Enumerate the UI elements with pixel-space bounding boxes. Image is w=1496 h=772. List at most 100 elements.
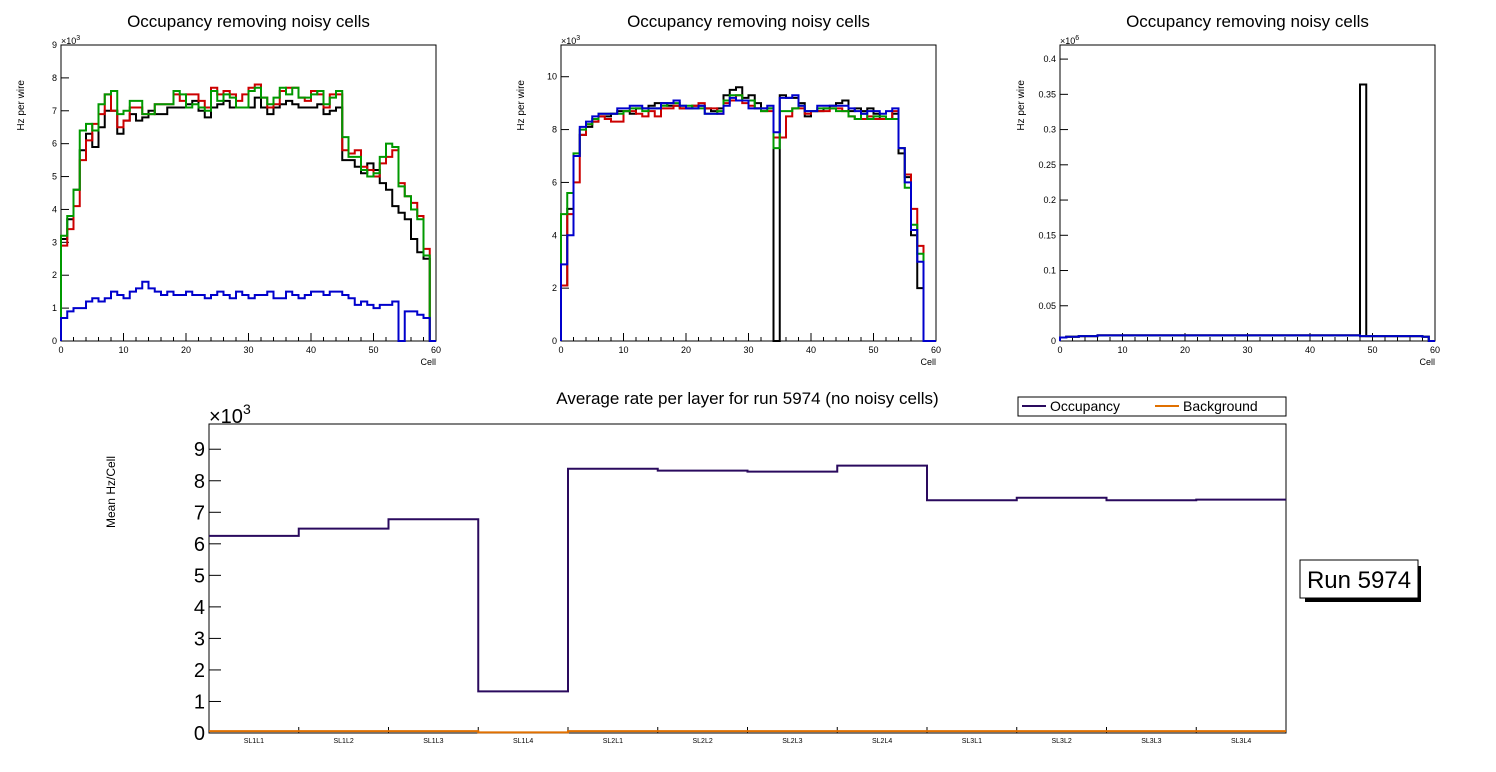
x-tick-label: 10 [618, 345, 628, 355]
x-tick-label: 10 [118, 345, 128, 355]
x-tick-label: SL1L4 [513, 738, 533, 745]
y-tick-label: 4 [52, 204, 57, 214]
chart-4: Average rate per layer for run 5974 (no … [104, 389, 1287, 745]
x-tick-label: 0 [1057, 345, 1062, 355]
y-tick-label: 0.05 [1038, 301, 1056, 311]
y-tick-label: 1 [194, 691, 205, 713]
x-tick-label: 40 [306, 345, 316, 355]
y-tick-label: 5 [52, 172, 57, 182]
chart-title: Occupancy removing noisy cells [1126, 12, 1369, 31]
x-tick-label: SL2L3 [782, 738, 802, 745]
y-tick-label: 2 [194, 660, 205, 682]
x-tick-label: 60 [931, 345, 941, 355]
y-exponent-power: 3 [243, 401, 251, 417]
chart-title: Average rate per layer for run 5974 (no … [556, 389, 938, 408]
y-exponent-label: ×106 [1060, 35, 1079, 46]
y-tick-label: 6 [52, 139, 57, 149]
x-tick-label: 20 [681, 345, 691, 355]
x-tick-label: 40 [1305, 345, 1315, 355]
y-tick-label: 2 [552, 283, 557, 293]
y-axis-label: Hz per wire [16, 80, 27, 131]
y-exponent-label: ×103 [61, 35, 80, 46]
x-tick-label: 20 [181, 345, 191, 355]
x-tick-label: 40 [806, 345, 816, 355]
series-green [60, 86, 436, 342]
y-axis-label: Hz per wire [1016, 80, 1027, 131]
y-tick-label: 6 [552, 177, 557, 187]
chart-title: Occupancy removing noisy cells [127, 12, 370, 31]
x-tick-label: SL2L1 [603, 738, 623, 745]
y-tick-label: 0.1 [1043, 266, 1056, 276]
run-label-box: Run 5974 [1299, 559, 1421, 602]
run-label: Run 5974 [1307, 567, 1411, 594]
x-tick-label: SL2L4 [872, 738, 892, 745]
y-tick-label: 0 [1051, 336, 1056, 346]
y-tick-label: 7 [194, 502, 205, 524]
x-tick-label: SL3L4 [1231, 738, 1251, 745]
charts-layer: Occupancy removing noisy cells 0 1 2 3 4 5 6 7 8 9… [16, 12, 1440, 745]
x-tick-label: 30 [243, 345, 253, 355]
y-tick-label: 0 [552, 336, 557, 346]
y-tick-label: 0.3 [1043, 125, 1056, 135]
y-tick-label: 5 [194, 565, 205, 587]
x-tick-label: 30 [743, 345, 753, 355]
chart-title: Occupancy removing noisy cells [627, 12, 870, 31]
y-tick-label: 8 [194, 471, 205, 493]
series-background [209, 730, 1286, 734]
x-tick-label: 50 [368, 345, 378, 355]
y-tick-label: 0.15 [1038, 230, 1056, 240]
x-tick-label: 50 [1367, 345, 1377, 355]
y-tick-label: 8 [52, 73, 57, 83]
x-tick-label: 60 [1430, 345, 1440, 355]
y-exponent-power: 6 [1075, 35, 1079, 42]
y-tick-label: 0.2 [1043, 195, 1056, 205]
legend: Occupancy Background [1017, 396, 1287, 417]
chart-2: Occupancy removing noisy cells 0 2 4 6 8 10 ×10… [516, 12, 941, 367]
legend-label-occupancy: Occupancy [1050, 398, 1120, 414]
x-tick-label: 0 [58, 345, 63, 355]
x-tick-label: 30 [1242, 345, 1252, 355]
x-tick-label: SL3L1 [962, 738, 982, 745]
y-tick-label: 9 [52, 40, 57, 50]
x-tick-label: SL1L2 [334, 738, 354, 745]
x-axis-label: Cell [920, 357, 936, 367]
x-tick-label: 20 [1180, 345, 1190, 355]
series-blue [1059, 334, 1435, 342]
series-blue [560, 94, 936, 342]
x-tick-label: 50 [868, 345, 878, 355]
x-tick-label: SL3L2 [1052, 738, 1072, 745]
y-tick-label: 0.35 [1038, 89, 1056, 99]
x-axis-label: Cell [1419, 357, 1435, 367]
y-tick-label: 10 [547, 72, 557, 82]
x-tick-label: SL2L2 [693, 738, 713, 745]
y-axis-label: Mean Hz/Cell [104, 456, 118, 528]
y-tick-label: 2 [52, 270, 57, 280]
x-tick-label: 10 [1117, 345, 1127, 355]
y-exponent-power: 3 [576, 35, 580, 42]
y-tick-label: 0.4 [1043, 54, 1056, 64]
series-blue [60, 280, 436, 342]
y-tick-label: 9 [194, 439, 205, 461]
y-tick-label: 0.25 [1038, 160, 1056, 170]
y-exponent-power: 3 [76, 35, 80, 42]
chart-1: Occupancy removing noisy cells 0 1 2 3 4 5 6 7 8 9… [16, 12, 441, 367]
y-tick-label: 6 [194, 534, 205, 556]
series-red [60, 83, 436, 342]
series-occupancy [209, 464, 1286, 693]
y-axis-label: Hz per wire [516, 80, 527, 131]
y-tick-label: 7 [52, 106, 57, 116]
series-green [560, 94, 936, 342]
x-tick-label: 0 [558, 345, 563, 355]
y-tick-label: 3 [194, 628, 205, 650]
x-tick-label: 60 [431, 345, 441, 355]
x-tick-label: SL1L1 [244, 738, 264, 745]
legend-frame [1017, 396, 1287, 417]
y-exponent-label: ×103 [561, 35, 580, 46]
y-tick-label: 0 [52, 336, 57, 346]
y-tick-label: 4 [194, 597, 205, 619]
y-tick-label: 0 [194, 723, 205, 745]
x-axis-label: Cell [420, 357, 436, 367]
x-tick-label: SL3L3 [1141, 738, 1161, 745]
